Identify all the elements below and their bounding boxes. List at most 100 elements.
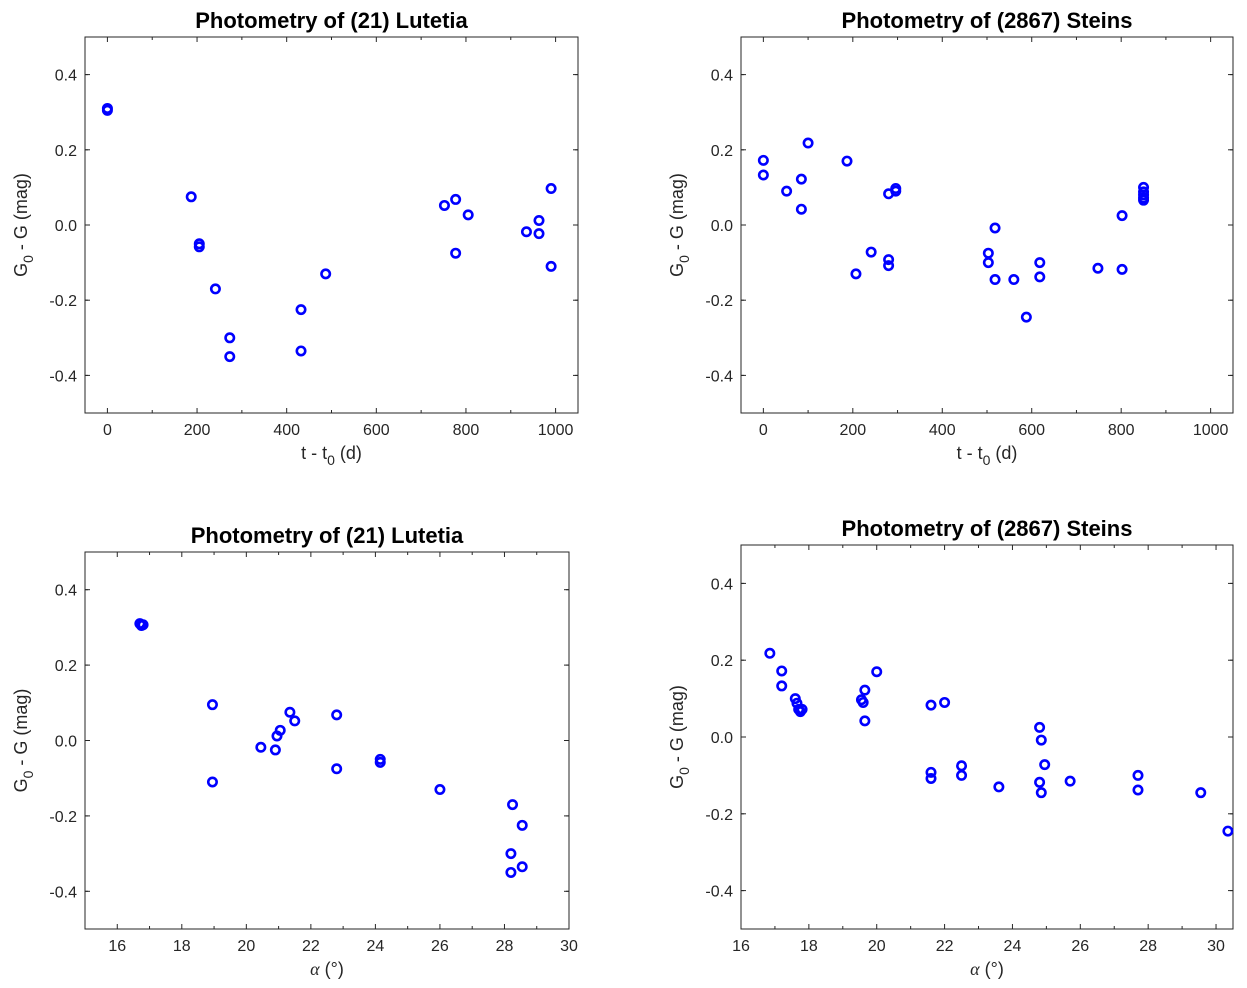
data-point xyxy=(857,696,869,708)
x-axis-label-tail: (°) xyxy=(980,959,1004,979)
data-point xyxy=(883,254,895,266)
data-point xyxy=(1222,825,1234,837)
data-point xyxy=(757,154,769,166)
data-point xyxy=(841,155,853,167)
data-point xyxy=(295,304,307,316)
y-axis-label-sub: 0 xyxy=(20,770,36,778)
data-point xyxy=(776,680,788,692)
x-tick-label: 20 xyxy=(868,938,886,955)
data-point xyxy=(185,191,197,203)
y-axis-label-tail: - G (mag) xyxy=(11,689,31,771)
y-tick-label: -0.4 xyxy=(705,368,733,385)
data-point xyxy=(1008,274,1020,286)
y-tick-label: 0.0 xyxy=(55,218,77,235)
data-point xyxy=(450,193,462,205)
data-point xyxy=(1092,262,1104,274)
data-point xyxy=(1034,776,1046,788)
x-tick-label: 22 xyxy=(936,938,954,955)
y-axis-label: G0 - G (mag) xyxy=(667,685,692,789)
data-point xyxy=(320,268,332,280)
y-tick-label: -0.2 xyxy=(705,807,733,824)
data-point xyxy=(533,228,545,240)
x-tick-label: 16 xyxy=(732,938,750,955)
data-point xyxy=(206,776,218,788)
data-point xyxy=(802,137,814,149)
y-tick-label: 0.0 xyxy=(55,734,77,751)
y-axis-label: G0 - G (mag) xyxy=(667,173,692,277)
data-point xyxy=(1020,311,1032,323)
panel-lutetia-phase: Photometry of (21) Lutetia α (°) G0 - G … xyxy=(11,523,578,979)
data-point xyxy=(1034,271,1046,283)
y-tick-label: 0.2 xyxy=(711,653,733,670)
y-axis-label-base: G xyxy=(667,775,687,789)
data-point xyxy=(505,866,517,878)
y-tick-label: 0.4 xyxy=(55,583,77,600)
data-point xyxy=(462,209,474,221)
data-point xyxy=(545,183,557,195)
x-axis-label-base: t - t xyxy=(301,443,327,463)
data-point xyxy=(545,260,557,272)
data-point xyxy=(993,781,1005,793)
chart-title: Photometry of (2867) Steins xyxy=(842,8,1133,33)
data-point xyxy=(776,665,788,677)
data-point xyxy=(206,699,218,711)
data-point xyxy=(255,741,267,753)
x-tick-label: 24 xyxy=(367,938,385,955)
data-point xyxy=(859,715,871,727)
y-tick-label: -0.4 xyxy=(49,884,77,901)
y-tick-label: -0.4 xyxy=(49,368,77,385)
data-point xyxy=(925,699,937,711)
x-tick-label: 400 xyxy=(929,422,956,439)
data-point xyxy=(505,848,517,860)
x-axis-label: α (°) xyxy=(310,959,344,979)
data-point xyxy=(438,199,450,211)
x-axis-label-sub: 0 xyxy=(327,452,335,468)
chart-title: Photometry of (21) Lutetia xyxy=(191,523,464,548)
data-point xyxy=(890,185,902,197)
x-tick-label: 26 xyxy=(431,938,449,955)
x-tick-label: 26 xyxy=(1071,938,1089,955)
data-point xyxy=(989,222,1001,234)
data-point xyxy=(1132,769,1144,781)
y-tick-label: -0.2 xyxy=(705,293,733,310)
y-tick-label: -0.2 xyxy=(49,293,77,310)
data-point xyxy=(850,268,862,280)
y-tick-label: 0.2 xyxy=(711,143,733,160)
x-axis-label: t - t0 (d) xyxy=(957,443,1018,468)
x-axis-label-base: α xyxy=(970,959,980,979)
x-tick-label: 28 xyxy=(1139,938,1157,955)
y-axis-label-sub: 0 xyxy=(676,767,692,775)
chart-title: Photometry of (2867) Steins xyxy=(842,516,1133,541)
x-tick-label: 30 xyxy=(1207,938,1225,955)
y-axis-label-tail: - G (mag) xyxy=(667,173,687,255)
x-tick-label: 22 xyxy=(302,938,320,955)
data-point xyxy=(1039,759,1051,771)
panel-steins-time: Photometry of (2867) Steins t - t0 (d) G… xyxy=(667,8,1234,468)
data-point xyxy=(224,351,236,363)
data-point xyxy=(795,173,807,185)
data-point xyxy=(295,345,307,357)
data-point xyxy=(137,619,149,631)
data-point xyxy=(1034,721,1046,733)
y-axis-label: G0 - G (mag) xyxy=(11,689,36,793)
x-tick-label: 600 xyxy=(1018,422,1045,439)
x-tick-label: 0 xyxy=(759,422,768,439)
data-point xyxy=(1116,263,1128,275)
x-axis-label-base: α xyxy=(310,959,320,979)
data-point xyxy=(1138,194,1150,206)
y-tick-label: 0.0 xyxy=(711,730,733,747)
y-tick-label: 0.2 xyxy=(55,658,77,675)
panel-steins-phase: Photometry of (2867) Steins α (°) G0 - G… xyxy=(667,516,1234,979)
data-point xyxy=(269,744,281,756)
data-point xyxy=(795,203,807,215)
data-point xyxy=(989,274,1001,286)
x-axis-label-tail: (d) xyxy=(335,443,362,463)
data-point xyxy=(193,241,205,253)
y-tick-label: 0.0 xyxy=(711,218,733,235)
y-axis-label-base: G xyxy=(667,263,687,277)
data-point xyxy=(274,724,286,736)
y-tick-label: 0.4 xyxy=(711,68,733,85)
y-axis-label-base: G xyxy=(11,778,31,792)
data-point xyxy=(374,756,386,768)
data-point xyxy=(1035,787,1047,799)
